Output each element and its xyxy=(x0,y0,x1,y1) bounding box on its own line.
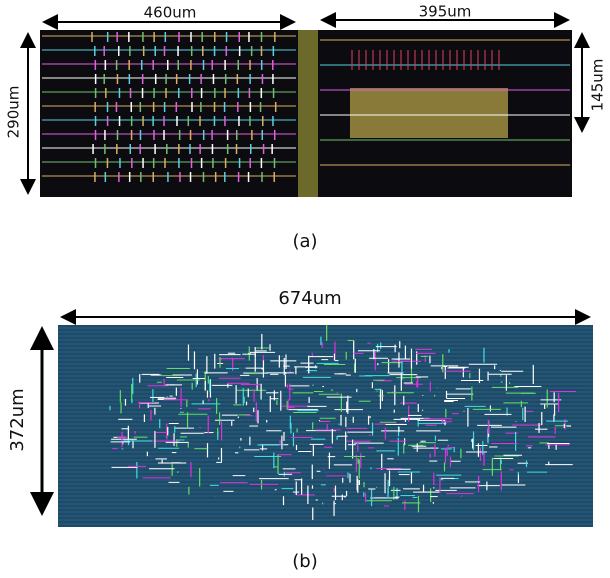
layout-block xyxy=(58,325,593,527)
page: 460um 395um 290um 145um (a) 674um 372um … xyxy=(0,0,610,578)
dimension-label: 674um xyxy=(278,288,341,309)
dimension-label: 290um xyxy=(5,86,23,139)
layout-block-left xyxy=(40,30,298,197)
layout-channel xyxy=(298,30,318,197)
caption: (b) xyxy=(292,551,317,572)
dimension-label: 145um xyxy=(589,59,607,112)
caption: (a) xyxy=(292,231,317,252)
dimension-label: 460um xyxy=(144,4,197,22)
figure: 460um 395um 290um 145um (a) 674um 372um … xyxy=(0,0,610,574)
dimension-label: 372um xyxy=(7,388,28,451)
layout-array xyxy=(350,88,508,138)
dimension-label: 395um xyxy=(419,3,472,21)
